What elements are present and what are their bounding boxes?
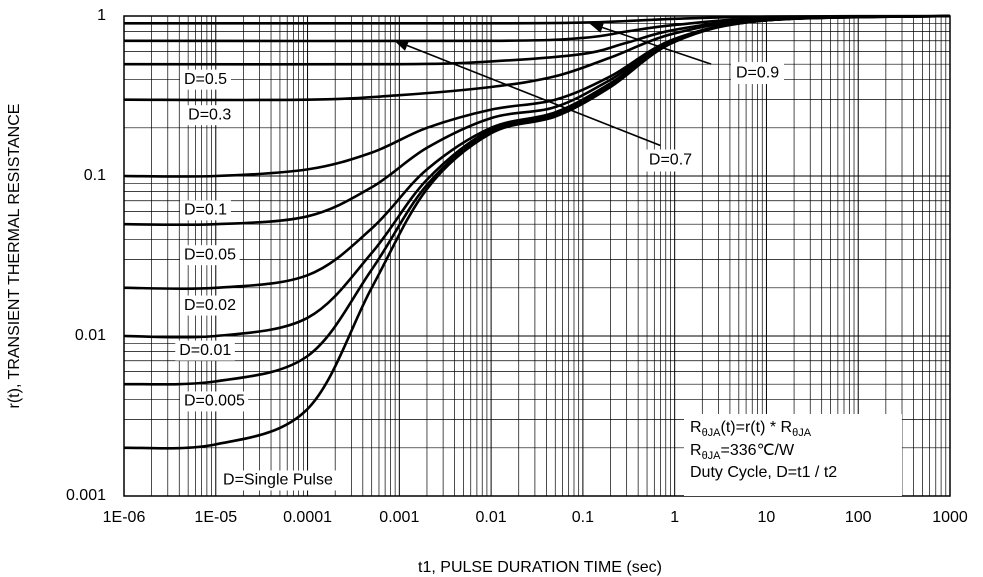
x-tick-label: 1000 xyxy=(932,509,968,526)
callout-arrow xyxy=(588,22,712,65)
curve-label-group: D=0.5 D=0.3 D=0.1 D=0.05 D=0.02 D=0.01 D=0.005… xyxy=(175,69,348,491)
callout-label: D=0.9 xyxy=(736,64,779,81)
annotation-box: RθJA(t)=r(t) * RθJA RθJA=336℃/W Duty Cyc… xyxy=(684,414,902,496)
curve-d-0-02 xyxy=(123,14,951,291)
callout-arrow xyxy=(393,40,661,147)
curve-label: D=0.1 xyxy=(184,202,227,219)
curve-label-background xyxy=(219,470,348,491)
curve-label-background xyxy=(179,69,231,90)
curve-label: D=0.3 xyxy=(188,106,231,123)
x-tick-label: 0.1 xyxy=(572,509,594,526)
x-tick-label: 1E-06 xyxy=(103,509,146,526)
x-tick-label: 1 xyxy=(670,509,679,526)
curve-label-background xyxy=(179,391,249,412)
curve-label: D=0.05 xyxy=(184,246,236,263)
x-tick-label: 10 xyxy=(758,509,776,526)
x-axis-label: t1, PULSE DURATION TIME (sec) xyxy=(418,559,662,576)
annotation-line-2: RθJA=336℃/W xyxy=(690,442,795,462)
curve-label: D=0.005 xyxy=(184,393,245,410)
curve-label: D=Single Pulse xyxy=(223,472,333,489)
callout-label: D=0.7 xyxy=(649,152,692,169)
curve-d-single-pulse xyxy=(123,14,951,450)
curve-label-background xyxy=(184,105,236,126)
curve-group xyxy=(123,14,951,450)
curve-label-background xyxy=(175,340,235,361)
annotation-background xyxy=(684,414,902,496)
y-axis-label: r(t), TRANSIENT THERMAL RESISTANCE xyxy=(6,104,23,409)
curve-label: D=0.5 xyxy=(184,71,227,88)
curve-label-background xyxy=(179,200,231,221)
y-tick-label: 0.001 xyxy=(66,487,106,504)
y-tick-label: 1 xyxy=(97,7,106,24)
annotation-line-3: Duty Cycle, D=t1 / t2 xyxy=(690,464,837,481)
curve-label-background xyxy=(179,295,240,316)
x-tick-label: 1E-05 xyxy=(194,509,237,526)
callout-label-background xyxy=(643,149,697,172)
annotation-line-1: RθJA(t)=r(t) * RθJA xyxy=(690,419,812,439)
x-tick-label: 100 xyxy=(845,509,872,526)
curve-label: D=0.02 xyxy=(184,297,236,314)
x-tick-label: 0.001 xyxy=(379,509,419,526)
x-tick-label: 0.0001 xyxy=(283,509,332,526)
tick-label-group: 1E-06 1E-05 0.0001 0.001 0.01 0.1 1 10 100 1000 0.… xyxy=(66,7,968,526)
curve-label-background xyxy=(179,245,240,266)
callout-group: D=0.9 D=0.7 xyxy=(393,22,785,172)
curve-label: D=0.01 xyxy=(179,342,231,359)
y-tick-label: 0.1 xyxy=(84,167,106,184)
plot-frame xyxy=(123,15,951,497)
x-tick-label: 0.01 xyxy=(476,509,507,526)
y-tick-label: 0.01 xyxy=(75,327,106,344)
curve-d-0-7 xyxy=(123,14,951,43)
curve-d-0-005 xyxy=(123,14,951,386)
callout-label-background xyxy=(731,62,785,85)
